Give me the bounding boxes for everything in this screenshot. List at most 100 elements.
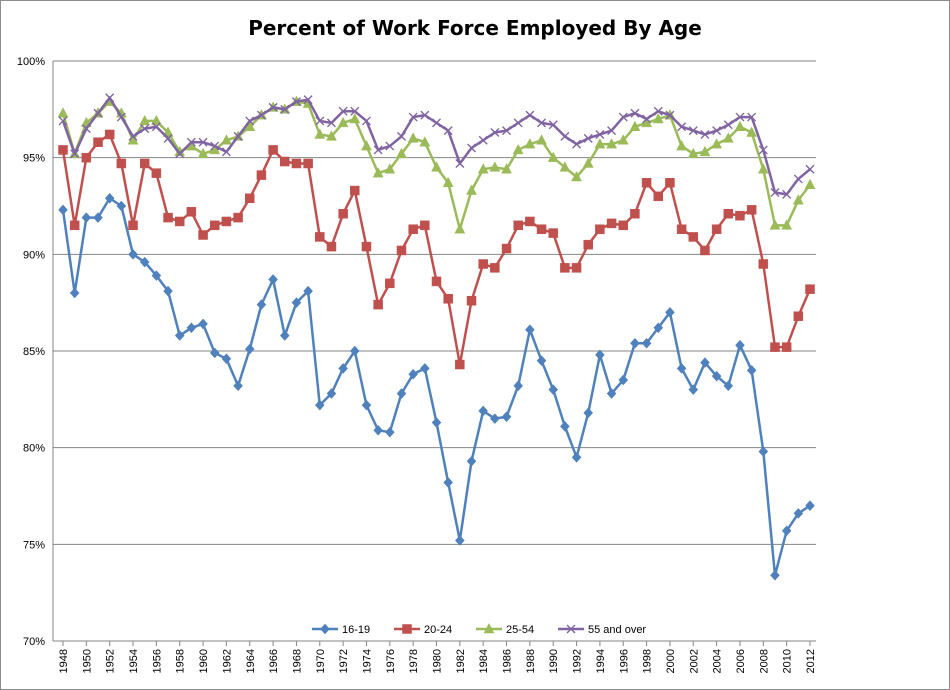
data-point <box>314 128 326 139</box>
data-point <box>303 158 313 169</box>
x-tick-label: 1988 <box>525 649 537 673</box>
data-point <box>338 106 348 116</box>
data-point <box>186 207 197 217</box>
data-point <box>233 131 243 141</box>
legend-marker <box>483 622 495 634</box>
data-point <box>805 284 815 294</box>
data-point <box>361 241 372 252</box>
data-point <box>57 107 69 118</box>
data-point <box>782 189 792 199</box>
data-point <box>443 294 453 304</box>
data-point <box>769 219 781 230</box>
data-point <box>700 129 710 139</box>
data-point <box>431 276 442 287</box>
x-tick-label: 1982 <box>455 649 467 673</box>
data-point <box>734 120 746 131</box>
data-point <box>653 322 664 334</box>
data-point <box>582 157 594 168</box>
data-point <box>490 128 500 138</box>
x-tick-label: 1952 <box>105 649 117 673</box>
x-tick-label: 1980 <box>432 649 444 673</box>
data-point <box>186 322 197 334</box>
data-point <box>571 451 582 463</box>
data-point <box>502 126 512 136</box>
x-tick-label: 1990 <box>548 649 560 673</box>
y-tick-label: 100% <box>17 56 45 68</box>
data-point <box>805 500 815 512</box>
data-point <box>174 330 185 341</box>
data-point <box>653 191 664 202</box>
data-point <box>723 208 734 219</box>
data-point <box>665 110 675 120</box>
data-point <box>432 118 441 128</box>
data-point <box>781 525 792 537</box>
data-point <box>513 380 524 392</box>
data-point <box>407 132 419 143</box>
data-point <box>419 136 431 147</box>
data-point <box>81 212 92 223</box>
data-point <box>442 176 454 188</box>
legend-label: 16-19 <box>342 624 370 636</box>
data-point <box>757 163 769 174</box>
data-point <box>291 158 302 169</box>
data-point <box>746 364 757 376</box>
data-point <box>326 118 336 128</box>
data-point <box>443 126 453 136</box>
data-point <box>58 145 68 155</box>
x-tick-label: 2002 <box>688 649 700 673</box>
x-tick-label: 1950 <box>81 649 93 673</box>
data-point <box>233 380 243 392</box>
data-point <box>665 306 675 318</box>
chart-title: Percent of Work Force Employed By Age <box>248 16 702 40</box>
data-point <box>70 149 80 159</box>
data-point <box>571 170 582 182</box>
x-tick-label: 1996 <box>618 649 630 673</box>
data-point <box>746 126 758 137</box>
data-point <box>220 134 232 145</box>
data-point <box>373 145 383 155</box>
data-point <box>687 147 699 159</box>
x-tick-label: 1970 <box>315 649 327 673</box>
data-point <box>361 399 372 411</box>
data-point <box>618 220 628 231</box>
x-tick-label: 1972 <box>338 649 350 673</box>
data-point <box>665 178 675 188</box>
data-point <box>431 161 442 172</box>
data-point <box>280 156 290 167</box>
data-point <box>770 187 780 197</box>
data-point <box>547 151 559 162</box>
data-point <box>560 131 570 141</box>
data-point <box>489 161 501 172</box>
data-point <box>291 97 301 107</box>
data-point <box>69 287 80 299</box>
data-point <box>315 116 325 126</box>
data-point <box>595 349 605 361</box>
data-point <box>455 535 465 546</box>
x-tick-label: 1954 <box>128 649 140 673</box>
data-point <box>711 224 722 234</box>
data-point <box>700 245 710 256</box>
x-tick-label: 2008 <box>758 649 770 673</box>
x-tick-label: 1968 <box>291 649 303 673</box>
data-point <box>93 137 103 147</box>
data-point <box>537 118 547 128</box>
data-point <box>606 138 617 149</box>
data-point <box>676 140 688 151</box>
data-point <box>525 110 535 120</box>
data-point <box>688 126 698 136</box>
data-point <box>804 178 816 189</box>
data-point <box>303 95 313 105</box>
data-point <box>268 274 278 285</box>
data-point <box>793 508 804 519</box>
data-point <box>513 220 523 231</box>
data-point <box>607 126 617 136</box>
x-tick-label: 1984 <box>478 649 490 673</box>
data-point <box>209 347 220 359</box>
data-point <box>560 421 570 432</box>
data-point <box>58 204 68 216</box>
data-point <box>396 388 407 399</box>
x-tick-label: 1994 <box>595 649 607 673</box>
legend-marker <box>402 624 412 634</box>
data-point <box>373 424 383 436</box>
x-tick-label: 1958 <box>175 649 187 673</box>
